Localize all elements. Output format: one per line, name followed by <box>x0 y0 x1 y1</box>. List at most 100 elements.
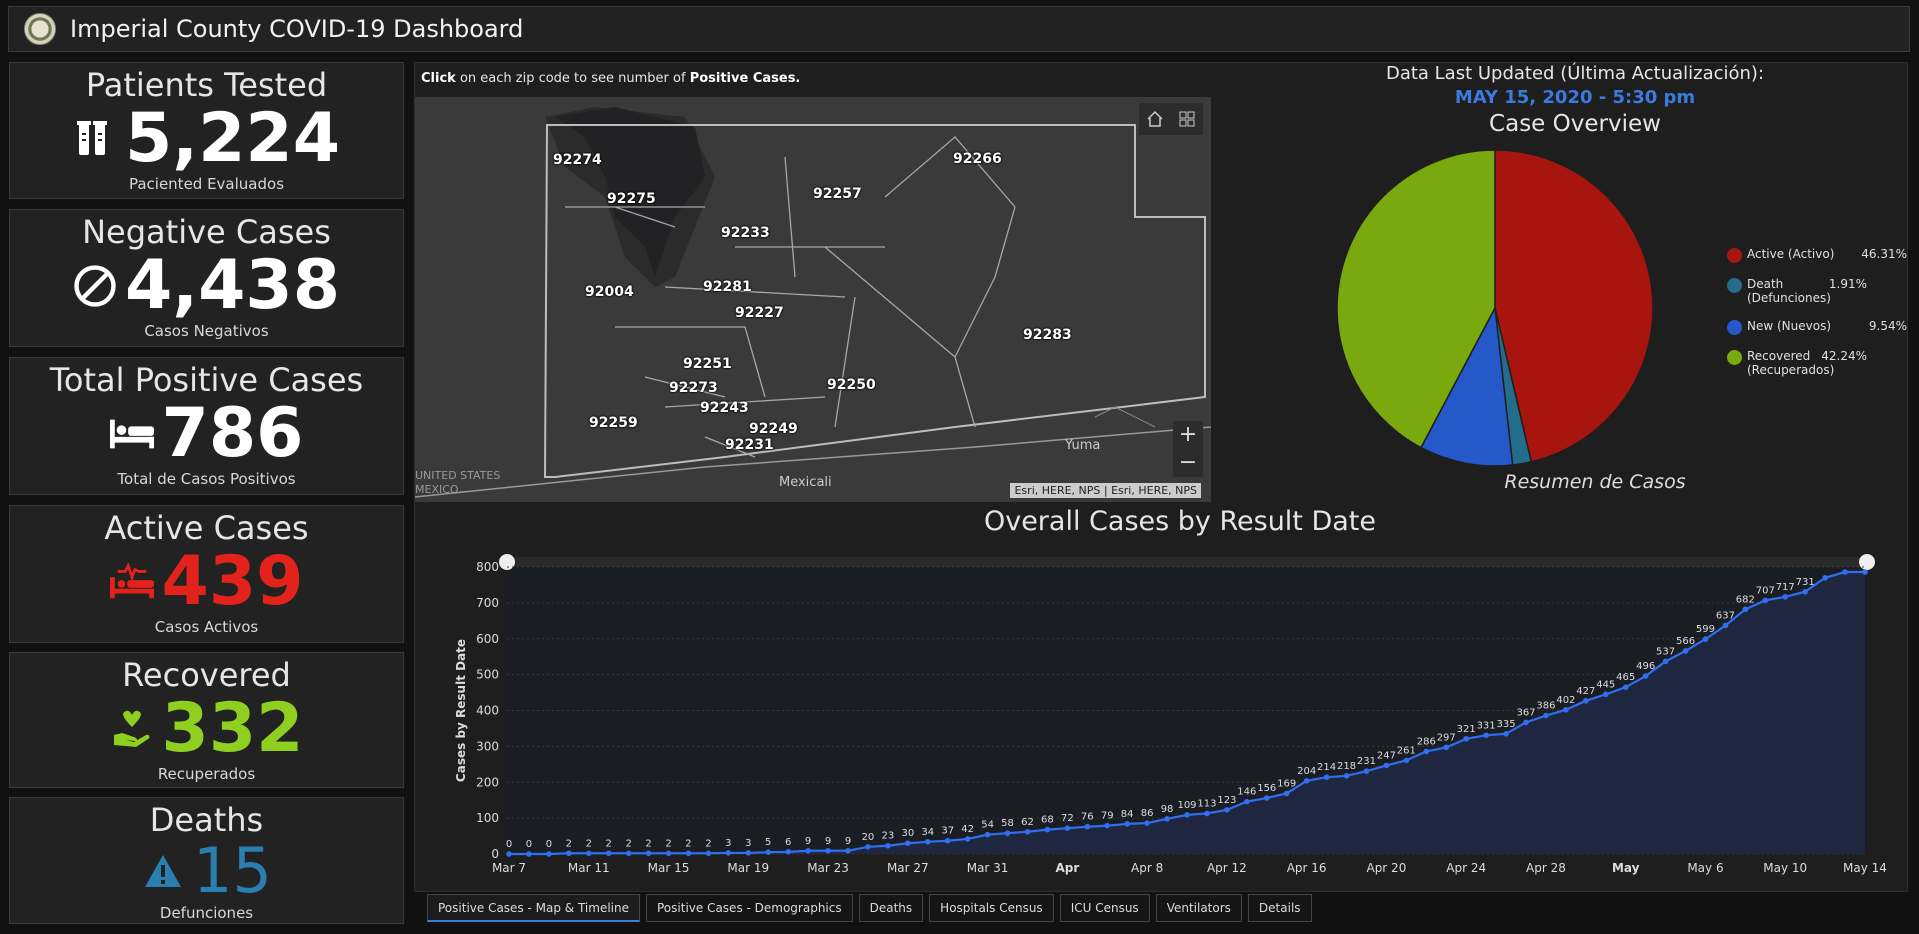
data-point[interactable] <box>1064 825 1071 831</box>
data-point[interactable] <box>865 844 871 850</box>
data-point[interactable] <box>1184 812 1190 818</box>
data-point[interactable] <box>1004 830 1011 836</box>
data-point[interactable] <box>1084 823 1091 830</box>
data-point[interactable] <box>805 847 811 854</box>
data-point[interactable] <box>885 842 891 849</box>
tab-ventilators[interactable]: Ventilators <box>1155 894 1242 922</box>
data-point[interactable] <box>1862 569 1868 575</box>
range-slider-handle[interactable] <box>499 554 515 570</box>
data-point[interactable] <box>1263 795 1270 801</box>
data-point[interactable] <box>944 837 951 844</box>
zip-label[interactable]: 92231 <box>725 437 774 453</box>
data-point[interactable] <box>1782 593 1789 600</box>
data-point[interactable] <box>566 850 572 857</box>
data-point[interactable] <box>1563 706 1569 713</box>
data-point[interactable] <box>905 840 911 847</box>
zip-label[interactable]: 92249 <box>749 421 798 437</box>
pie-slice[interactable] <box>1419 305 1514 467</box>
zip-label[interactable]: 92275 <box>607 191 656 207</box>
data-point[interactable] <box>1104 822 1111 829</box>
data-point[interactable] <box>924 839 931 845</box>
data-point[interactable] <box>1742 606 1749 613</box>
data-point[interactable] <box>1244 798 1250 805</box>
data-point[interactable] <box>1842 569 1848 575</box>
data-point[interactable] <box>745 850 752 856</box>
data-point[interactable] <box>1583 698 1589 704</box>
legend-item[interactable]: Recovered (Recuperados) 42.24% <box>1727 349 1907 377</box>
zip-label[interactable]: 92281 <box>703 279 752 295</box>
data-point[interactable] <box>1303 778 1310 784</box>
data-point[interactable] <box>1443 744 1450 751</box>
data-point[interactable] <box>765 849 772 856</box>
pie-slice[interactable] <box>1336 149 1496 449</box>
data-point[interactable] <box>506 851 512 857</box>
data-point[interactable] <box>1164 816 1170 822</box>
legend-item[interactable]: Death (Defunciones) 1.91% <box>1727 277 1907 305</box>
pie-slice[interactable] <box>1494 149 1654 463</box>
data-point[interactable] <box>605 850 612 857</box>
data-point[interactable] <box>1144 820 1150 826</box>
data-point[interactable] <box>1024 828 1031 835</box>
tab-deaths[interactable]: Deaths <box>858 894 924 922</box>
data-point[interactable] <box>1682 648 1689 654</box>
zip-label[interactable]: 92257 <box>813 186 862 202</box>
tab-details[interactable]: Details <box>1247 894 1312 922</box>
zoom-in-button[interactable]: + <box>1178 422 1198 447</box>
data-point[interactable] <box>1702 636 1709 642</box>
data-point[interactable] <box>964 836 971 842</box>
zip-label[interactable]: 92259 <box>589 415 638 431</box>
data-point[interactable] <box>705 850 712 857</box>
basemap-gallery-icon[interactable] <box>1171 103 1203 135</box>
tab-hospitals-census[interactable]: Hospitals Census <box>929 894 1054 922</box>
zip-label[interactable]: 92273 <box>669 380 718 396</box>
range-slider-handle[interactable] <box>1859 554 1875 570</box>
data-point[interactable] <box>1224 807 1230 813</box>
legend-item[interactable]: Active (Activo) 46.31% <box>1727 247 1907 263</box>
data-point[interactable] <box>546 851 552 857</box>
data-point[interactable] <box>1662 658 1669 665</box>
data-point[interactable] <box>1204 810 1210 817</box>
data-point[interactable] <box>785 849 791 855</box>
data-point[interactable] <box>1523 719 1529 726</box>
data-point[interactable] <box>845 847 851 854</box>
data-point[interactable] <box>665 850 672 857</box>
zip-label[interactable]: 92243 <box>700 400 749 416</box>
data-point[interactable] <box>984 831 991 838</box>
home-icon[interactable] <box>1139 103 1171 135</box>
zip-label[interactable]: 92274 <box>553 152 602 168</box>
data-point[interactable] <box>1762 597 1769 604</box>
data-point[interactable] <box>1722 622 1729 629</box>
data-point[interactable] <box>725 850 732 856</box>
data-point[interactable] <box>1343 772 1350 779</box>
data-point[interactable] <box>1822 574 1828 581</box>
zip-label[interactable]: 92233 <box>721 225 770 241</box>
data-point[interactable] <box>1283 790 1290 797</box>
range-slider-track[interactable] <box>507 557 1867 567</box>
data-point[interactable] <box>1323 774 1330 781</box>
zip-label[interactable]: 92227 <box>735 305 784 321</box>
data-point[interactable] <box>585 850 592 857</box>
tab-map-timeline[interactable]: Positive Cases - Map & Timeline <box>427 894 640 922</box>
zip-label[interactable]: 92251 <box>683 356 732 372</box>
data-point[interactable] <box>1622 684 1629 690</box>
data-point[interactable] <box>645 850 652 857</box>
data-point[interactable] <box>685 850 692 857</box>
data-point[interactable] <box>1802 588 1808 595</box>
tab-icu-census[interactable]: ICU Census <box>1059 894 1150 922</box>
data-point[interactable] <box>825 847 831 854</box>
data-point[interactable] <box>1044 826 1051 833</box>
zip-label[interactable]: 92266 <box>953 151 1002 167</box>
data-point[interactable] <box>1642 673 1649 679</box>
zip-label[interactable]: 92250 <box>827 377 876 393</box>
tab-demographics[interactable]: Positive Cases - Demographics <box>646 894 853 922</box>
legend-item[interactable]: New (Nuevos) 9.54% <box>1727 319 1907 335</box>
data-point[interactable] <box>1403 757 1410 764</box>
data-point[interactable] <box>1383 762 1390 769</box>
data-point[interactable] <box>1463 736 1469 742</box>
data-point[interactable] <box>1503 731 1509 737</box>
data-point[interactable] <box>526 851 532 857</box>
data-point[interactable] <box>1124 821 1130 827</box>
data-point[interactable] <box>1423 748 1430 755</box>
zip-code-map[interactable]: 92274 92275 92233 92257 92266 92004 9228… <box>415 97 1211 502</box>
data-point[interactable] <box>1602 691 1609 698</box>
